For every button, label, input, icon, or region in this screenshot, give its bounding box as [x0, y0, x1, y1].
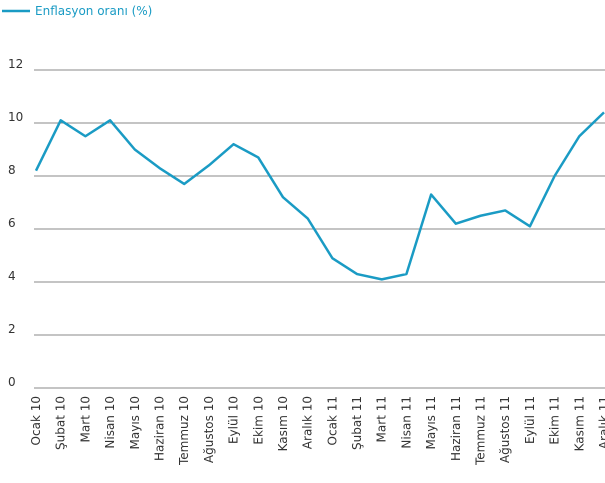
y-tick-label: 8	[8, 163, 16, 177]
y-tick-label: 2	[8, 322, 16, 336]
y-tick-label: 10	[8, 110, 23, 124]
x-tick-label: Mayıs 10	[128, 396, 142, 449]
x-tick-label: Nisan 10	[103, 396, 117, 449]
x-tick-label: Ekim 10	[251, 396, 265, 445]
x-tick-label: Şubat 10	[54, 396, 68, 450]
legend-label: Enflasyon oranı (%)	[35, 4, 152, 18]
y-tick-label: 6	[8, 216, 16, 230]
y-tick-label: 12	[8, 57, 23, 71]
x-tick-label: Haziran 11	[449, 396, 463, 461]
x-tick-label: Aralık 10	[301, 396, 315, 449]
x-tick-label: Ocak 10	[29, 396, 43, 445]
x-tick-label: Mayıs 11	[424, 396, 438, 449]
x-tick-label: Nisan 11	[399, 396, 413, 449]
x-tick-label: Kasım 11	[572, 396, 586, 451]
x-tick-label: Temmuz 11	[474, 396, 488, 466]
x-tick-label: Kasım 10	[276, 396, 290, 451]
x-tick-label: Haziran 10	[152, 396, 166, 461]
x-tick-label: Ekim 11	[548, 396, 562, 445]
y-tick-label: 4	[8, 269, 16, 283]
x-tick-label: Eylül 11	[523, 396, 537, 444]
x-tick-label: Ağustos 11	[498, 396, 512, 463]
x-tick-label: Mart 11	[375, 396, 389, 442]
x-tick-label: Mart 10	[78, 396, 92, 442]
x-tick-label: Ağustos 10	[202, 396, 216, 463]
x-tick-label: Eylül 10	[227, 396, 241, 444]
line-series	[34, 111, 605, 281]
y-tick-label: 0	[8, 375, 16, 389]
x-tick-label: Şubat 11	[350, 396, 364, 450]
x-tick-label: Temmuz 10	[177, 396, 191, 466]
x-tick-label: Aralık 11	[597, 396, 605, 449]
x-tick-label: Ocak 11	[325, 396, 339, 445]
